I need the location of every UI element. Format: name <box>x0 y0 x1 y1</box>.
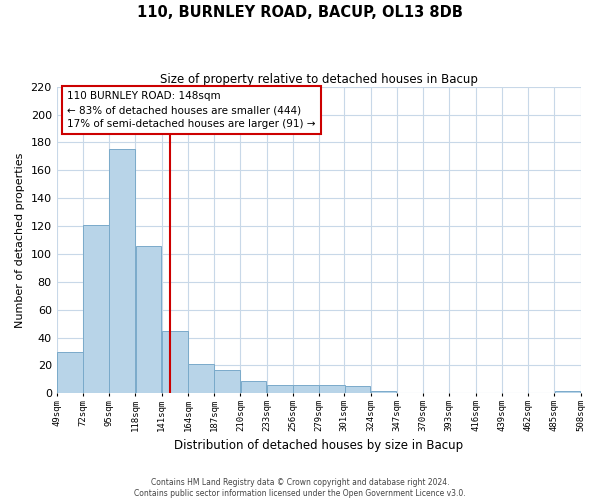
Bar <box>188 364 214 394</box>
Bar <box>241 381 266 394</box>
Bar <box>214 370 240 394</box>
Bar <box>109 150 135 394</box>
Text: 110 BURNLEY ROAD: 148sqm
← 83% of detached houses are smaller (444)
17% of semi-: 110 BURNLEY ROAD: 148sqm ← 83% of detach… <box>67 92 316 130</box>
Bar <box>162 330 188 394</box>
Title: Size of property relative to detached houses in Bacup: Size of property relative to detached ho… <box>160 72 478 86</box>
Bar <box>344 386 370 394</box>
Bar <box>57 352 83 394</box>
Bar <box>83 224 109 394</box>
Bar <box>267 385 293 394</box>
X-axis label: Distribution of detached houses by size in Bacup: Distribution of detached houses by size … <box>174 440 463 452</box>
Bar <box>371 390 397 394</box>
Bar <box>293 385 319 394</box>
Text: Contains HM Land Registry data © Crown copyright and database right 2024.
Contai: Contains HM Land Registry data © Crown c… <box>134 478 466 498</box>
Bar <box>319 385 345 394</box>
Bar <box>136 246 161 394</box>
Text: 110, BURNLEY ROAD, BACUP, OL13 8DB: 110, BURNLEY ROAD, BACUP, OL13 8DB <box>137 5 463 20</box>
Y-axis label: Number of detached properties: Number of detached properties <box>15 152 25 328</box>
Bar <box>554 390 580 394</box>
